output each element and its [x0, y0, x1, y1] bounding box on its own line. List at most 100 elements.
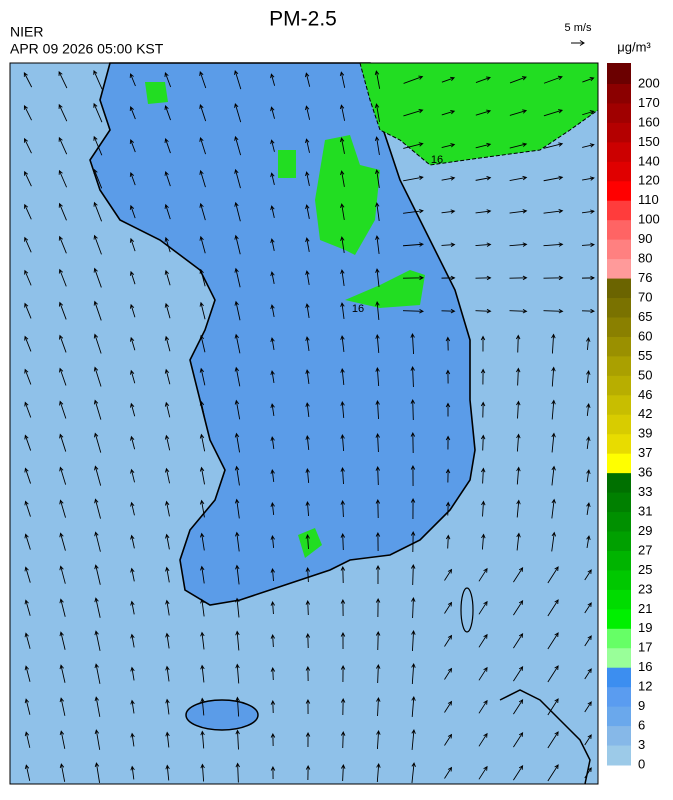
wind-arrow	[164, 137, 171, 154]
colorbar-label: 90	[638, 231, 652, 246]
wind-arrow	[234, 234, 241, 255]
wind-arrow	[165, 566, 170, 583]
colorbar-swatch	[607, 628, 631, 649]
wind-arrow	[586, 337, 591, 351]
wind-arrow	[24, 533, 31, 550]
wind-arrow	[93, 234, 102, 255]
wind-arrow	[475, 176, 492, 181]
jeju-island	[185, 699, 259, 731]
colorbar-label: 9	[638, 698, 645, 713]
wind-arrow	[403, 75, 424, 84]
wind-arrow	[199, 400, 206, 419]
wind-arrow	[130, 369, 136, 384]
wind-arrow	[164, 72, 172, 88]
wind-arrow	[130, 402, 136, 417]
wind-arrow	[586, 535, 591, 548]
wind-arrow	[581, 242, 595, 248]
wind-arrow	[24, 269, 32, 286]
colorbar-label: 33	[638, 484, 652, 499]
wind-arrow	[480, 434, 486, 451]
wind-arrow	[547, 731, 559, 749]
wind-arrow	[543, 75, 563, 84]
colorbar-label: 100	[638, 212, 660, 227]
wind-arrow	[234, 366, 241, 387]
wind-arrow	[164, 401, 171, 418]
colorbar-swatch	[607, 220, 631, 241]
colorbar-label: 36	[638, 465, 652, 480]
wind-arrow	[199, 103, 207, 122]
colorbar-swatch	[607, 550, 631, 571]
wind-arrow	[270, 436, 275, 450]
wind-arrow	[59, 763, 66, 782]
wind-arrow	[59, 532, 66, 551]
wind-arrow	[93, 399, 102, 420]
wind-arrow	[199, 334, 206, 353]
wind-arrow	[376, 697, 381, 717]
wind-arrow	[305, 237, 310, 252]
wind-arrow	[445, 501, 451, 516]
wind-arrow	[234, 465, 240, 486]
wind-arrow	[340, 401, 345, 419]
wind-arrow	[59, 433, 67, 452]
wind-arrow	[481, 533, 486, 550]
wind-arrow	[130, 666, 135, 681]
colorbar-label: 12	[638, 679, 652, 694]
wind-arrow	[130, 567, 135, 582]
wind-arrow	[340, 170, 345, 187]
wind-arrow	[376, 763, 381, 783]
colorbar-swatch	[607, 473, 631, 494]
wind-arrow	[305, 402, 310, 418]
wind-arrow	[444, 700, 453, 713]
wind-arrow	[270, 700, 276, 714]
wind-arrows	[23, 69, 595, 783]
wind-arrow	[24, 368, 32, 385]
wind-arrow	[270, 73, 276, 86]
wind-arrow	[165, 665, 170, 682]
wind-arrow	[58, 301, 67, 320]
wind-arrow	[58, 70, 68, 89]
wind-arrow	[305, 204, 310, 219]
wind-arrow	[94, 663, 101, 684]
wind-arrow	[164, 434, 171, 451]
wind-arrow	[513, 699, 524, 715]
colorbar-swatch	[607, 122, 631, 143]
wind-arrow	[441, 242, 456, 247]
wind-arrow	[402, 275, 424, 281]
colorbar-swatch	[607, 375, 631, 396]
wind-arrow	[93, 366, 102, 387]
wind-arrow	[403, 175, 424, 182]
wind-arrow	[234, 135, 242, 156]
wind-arrow	[410, 564, 416, 586]
wind-arrow	[93, 333, 102, 354]
wind-arrow	[340, 302, 345, 319]
contour-label: 16	[431, 154, 443, 166]
wind-arrow	[234, 333, 241, 354]
colorbar-swatch	[607, 745, 631, 766]
wind-arrow	[129, 237, 136, 252]
wind-arrow	[24, 335, 32, 352]
wind-arrow	[305, 765, 311, 781]
wind-arrow	[339, 137, 345, 154]
wind-arrow	[200, 598, 205, 617]
colorbar-label: 23	[638, 581, 652, 596]
wind-arrow	[270, 172, 275, 185]
wind-arrow	[93, 69, 103, 90]
wind-arrow	[270, 304, 275, 317]
wind-arrow	[129, 106, 136, 120]
wind-arrow	[305, 303, 310, 318]
wind-arrow	[270, 205, 275, 218]
wind-arrow	[200, 532, 205, 551]
wind-arrow	[475, 109, 492, 116]
wind-arrow	[402, 242, 424, 247]
wind-arrow	[305, 666, 311, 682]
wind-arrow	[199, 499, 205, 518]
title: PM-2.5	[269, 8, 337, 31]
wind-arrow	[478, 600, 488, 615]
colorbar-label: 60	[638, 328, 652, 343]
wind-arrow	[270, 271, 275, 284]
wind-arrow	[584, 635, 592, 647]
wind-arrow	[165, 599, 170, 616]
wind-arrow	[24, 500, 31, 517]
colorbar-swatch	[607, 336, 631, 357]
wind-arrow	[270, 535, 275, 549]
